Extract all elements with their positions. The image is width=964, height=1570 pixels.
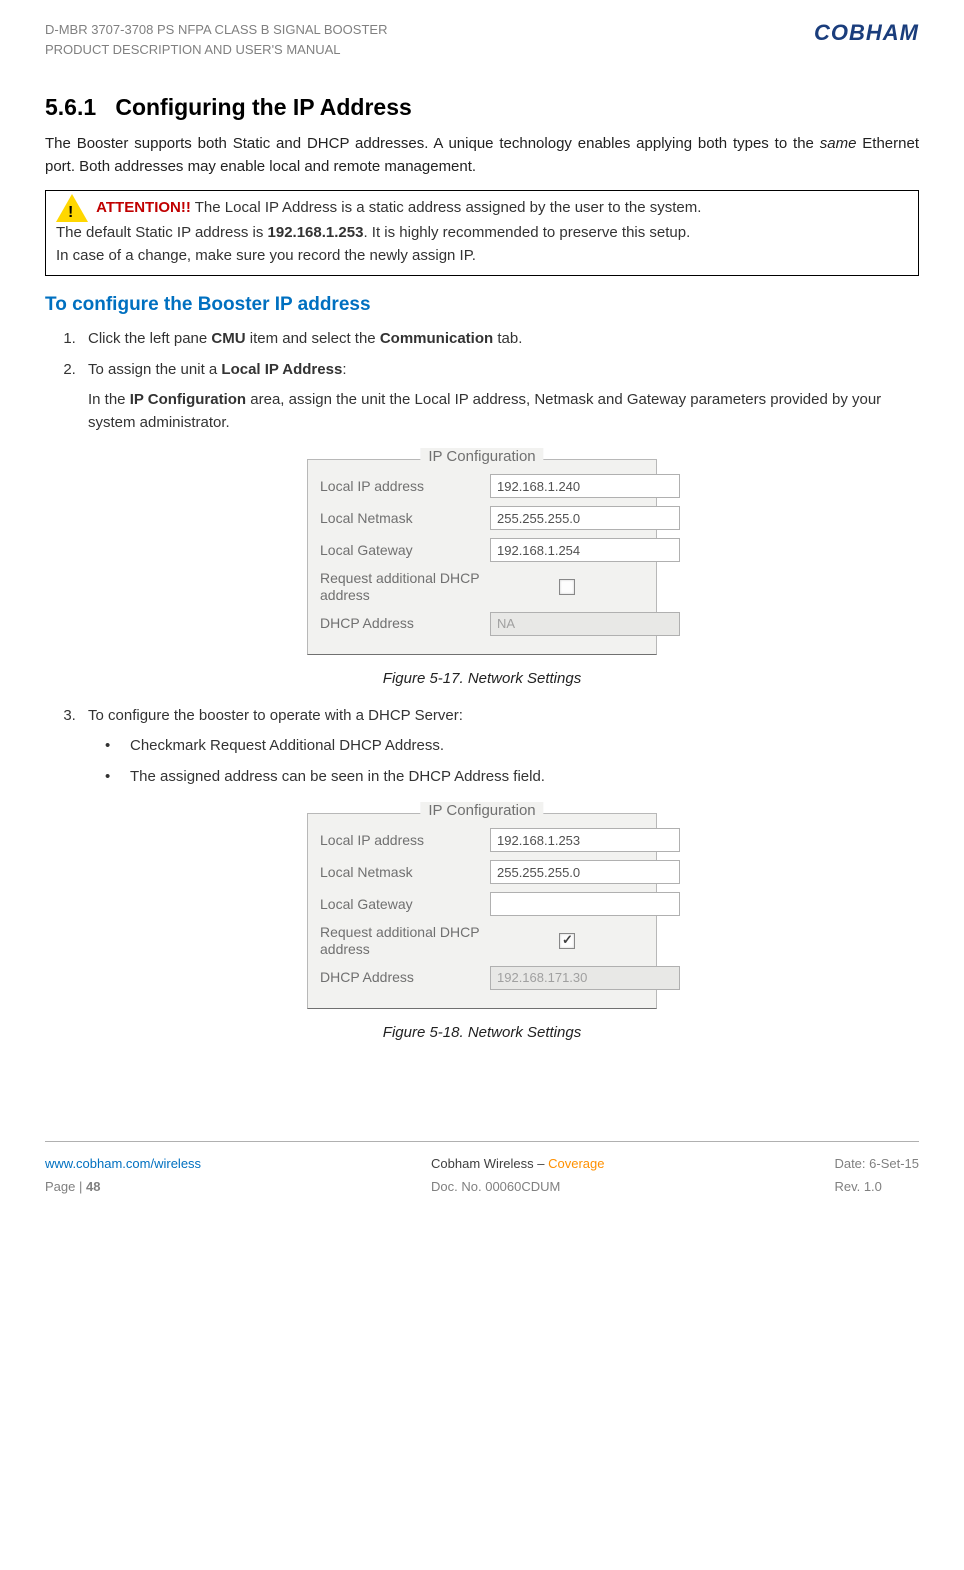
ip-config-box-2: IP Configuration Local IP address Local …	[307, 813, 657, 1009]
steps-list-continued: To configure the booster to operate with…	[45, 705, 919, 728]
figure-2-caption: Figure 5-18. Network Settings	[45, 1024, 919, 1041]
footer-date: Date: 6-Set-15	[834, 1152, 919, 1175]
step-2: To assign the unit a Local IP Address:	[80, 359, 919, 382]
input-netmask-2[interactable]	[490, 860, 680, 884]
input-local-ip-2[interactable]	[490, 828, 680, 852]
row-request-1: Request additional DHCP address	[320, 570, 644, 604]
label-dhcp: DHCP Address	[320, 615, 480, 632]
footer-page: Page | 48	[45, 1175, 201, 1198]
header-line1: D-MBR 3707-3708 PS NFPA CLASS B SIGNAL B…	[45, 20, 387, 40]
intro-paragraph: The Booster supports both Static and DHC…	[45, 133, 919, 178]
input-dhcp-2	[490, 966, 680, 990]
input-dhcp-1	[490, 612, 680, 636]
label-local-ip: Local IP address	[320, 478, 480, 495]
warning-icon	[56, 194, 88, 222]
footer-docno: Doc. No. 00060CDUM	[431, 1175, 604, 1198]
input-gateway-1[interactable]	[490, 538, 680, 562]
checkbox-dhcp-2[interactable]	[559, 933, 575, 949]
page-footer: www.cobham.com/wireless Page | 48 Cobham…	[45, 1152, 919, 1199]
header-line2: PRODUCT DESCRIPTION AND USER'S MANUAL	[45, 40, 387, 60]
checkbox-dhcp-1[interactable]	[559, 579, 575, 595]
figure-1-caption: Figure 5-17. Network Settings	[45, 670, 919, 687]
ip-config-legend-2: IP Configuration	[420, 802, 543, 819]
cobham-logo: COBHAM	[814, 20, 919, 46]
section-heading: 5.6.1 Configuring the IP Address	[45, 94, 919, 121]
row-local-ip-1: Local IP address	[320, 474, 644, 498]
footer-col-1: www.cobham.com/wireless Page | 48	[45, 1152, 201, 1199]
row-dhcp-2: DHCP Address	[320, 966, 644, 990]
attention-label: ATTENTION!!	[96, 199, 191, 216]
step-3-bullets: Checkmark Request Additional DHCP Addres…	[45, 735, 919, 788]
page-header: D-MBR 3707-3708 PS NFPA CLASS B SIGNAL B…	[45, 20, 919, 59]
row-gateway-1: Local Gateway	[320, 538, 644, 562]
label-request-2: Request additional DHCP address	[320, 924, 480, 958]
label-gateway: Local Gateway	[320, 542, 480, 559]
ip-config-legend-1: IP Configuration	[420, 448, 543, 465]
step-3: To configure the booster to operate with…	[80, 705, 919, 728]
input-gateway-2[interactable]	[490, 892, 680, 916]
input-netmask-1[interactable]	[490, 506, 680, 530]
bullet-1: Checkmark Request Additional DHCP Addres…	[105, 735, 919, 758]
label-netmask-2: Local Netmask	[320, 864, 480, 881]
footer-rev: Rev. 1.0	[834, 1175, 919, 1198]
row-request-2: Request additional DHCP address	[320, 924, 644, 958]
row-local-ip-2: Local IP address	[320, 828, 644, 852]
steps-list: Click the left pane CMU item and select …	[45, 328, 919, 381]
section-title: Configuring the IP Address	[115, 94, 411, 120]
label-gateway-2: Local Gateway	[320, 896, 480, 913]
configure-subheading: To configure the Booster IP address	[45, 294, 919, 316]
input-local-ip-1[interactable]	[490, 474, 680, 498]
section-number: 5.6.1	[45, 94, 96, 120]
attention-box: ATTENTION!! The Local IP Address is a st…	[45, 190, 919, 276]
attention-content: ATTENTION!! The Local IP Address is a st…	[56, 194, 908, 267]
footer-col-3: Date: 6-Set-15 Rev. 1.0	[834, 1152, 919, 1199]
header-doc-title: D-MBR 3707-3708 PS NFPA CLASS B SIGNAL B…	[45, 20, 387, 59]
footer-col-2: Cobham Wireless – Coverage Doc. No. 0006…	[431, 1152, 604, 1199]
footer-divider	[45, 1141, 919, 1142]
figure-2-wrap: IP Configuration Local IP address Local …	[45, 803, 919, 1009]
step-1: Click the left pane CMU item and select …	[80, 328, 919, 351]
row-dhcp-1: DHCP Address	[320, 612, 644, 636]
label-netmask: Local Netmask	[320, 510, 480, 527]
row-gateway-2: Local Gateway	[320, 892, 644, 916]
ip-config-box-1: IP Configuration Local IP address Local …	[307, 459, 657, 655]
label-request: Request additional DHCP address	[320, 570, 480, 604]
step-2-description: In the IP Configuration area, assign the…	[80, 389, 919, 434]
row-netmask-2: Local Netmask	[320, 860, 644, 884]
footer-url: www.cobham.com/wireless	[45, 1152, 201, 1175]
footer-brand: Cobham Wireless – Coverage	[431, 1152, 604, 1175]
bullet-2: The assigned address can be seen in the …	[105, 766, 919, 789]
label-dhcp-2: DHCP Address	[320, 969, 480, 986]
row-netmask-1: Local Netmask	[320, 506, 644, 530]
label-local-ip-2: Local IP address	[320, 832, 480, 849]
figure-1-wrap: IP Configuration Local IP address Local …	[45, 449, 919, 655]
